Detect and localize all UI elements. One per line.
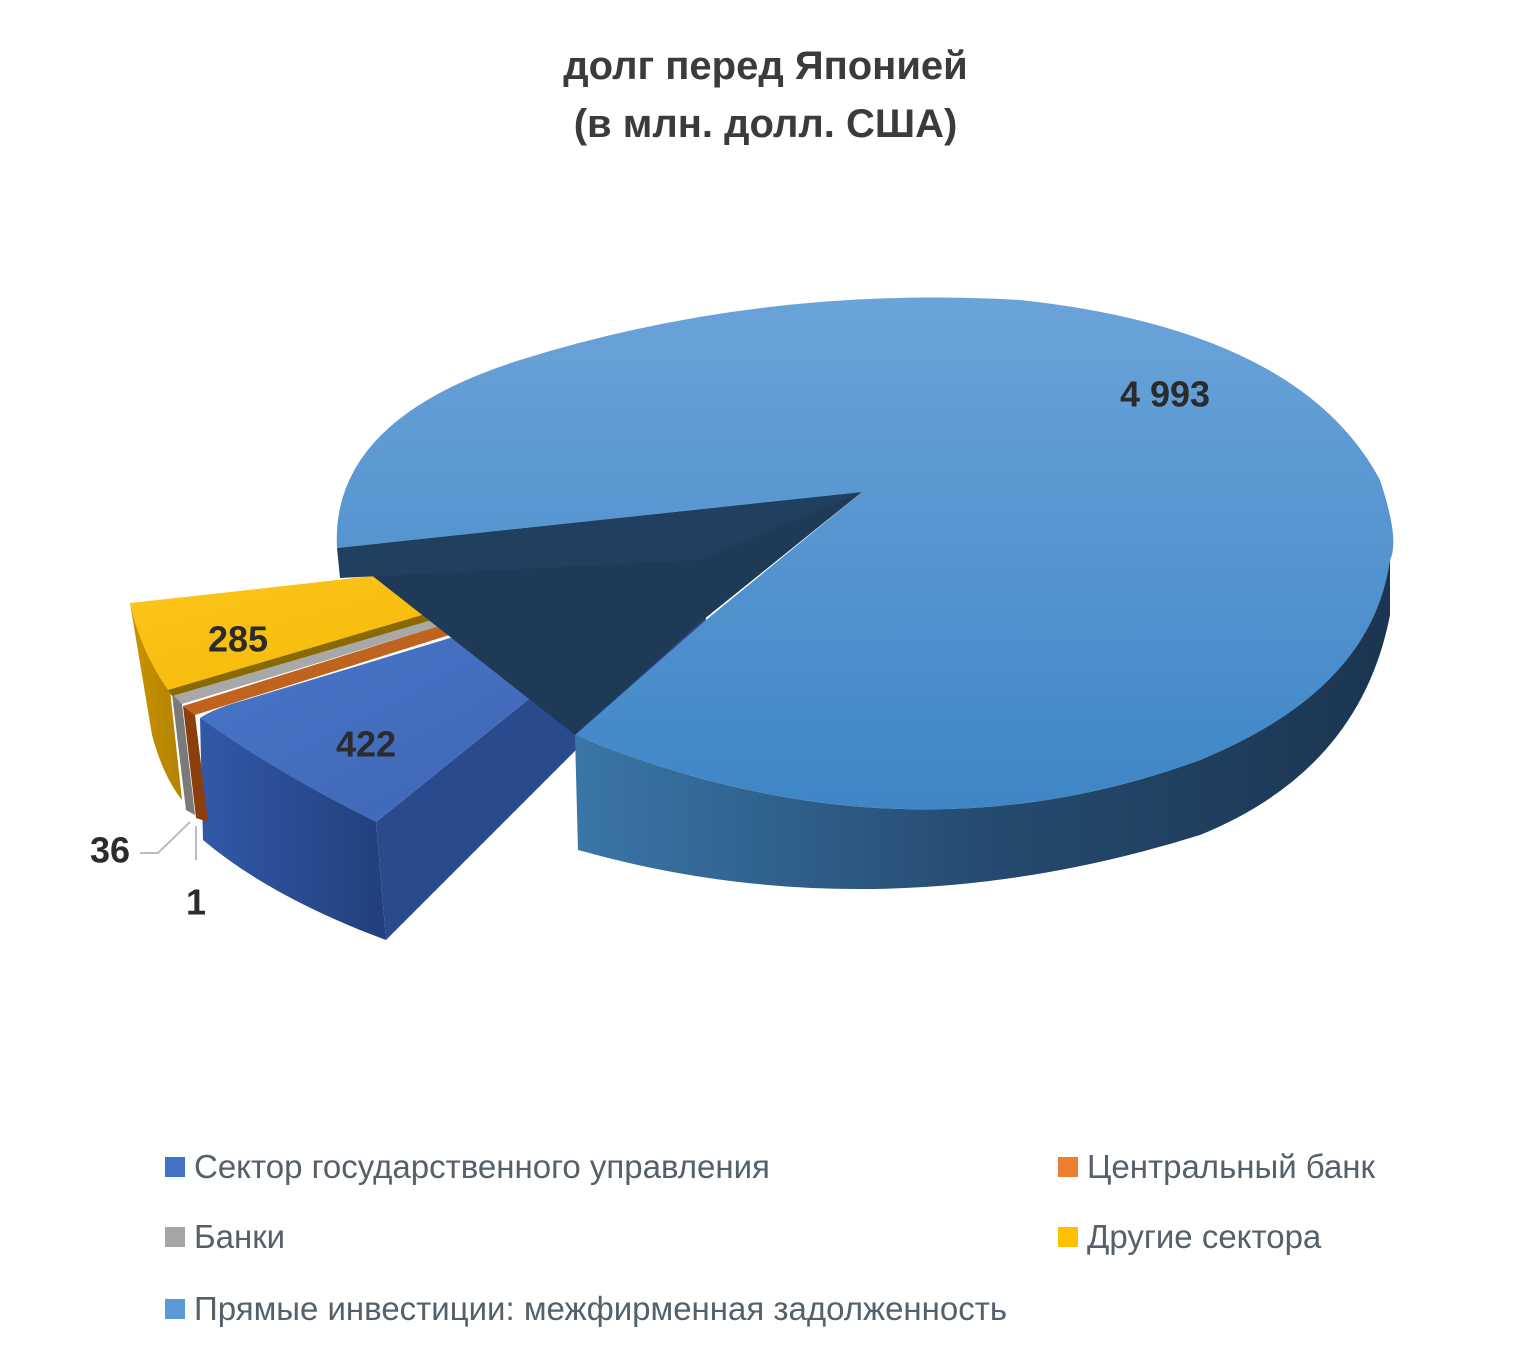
legend-label-central-bank: Центральный банк bbox=[1087, 1148, 1375, 1185]
legend-swatch-central-bank bbox=[1058, 1157, 1078, 1177]
data-label-government: 422 bbox=[336, 724, 396, 765]
chart-title: долг перед Японией bbox=[563, 44, 968, 88]
data-label-banks: 36 bbox=[90, 830, 130, 871]
data-label-other-sectors: 285 bbox=[208, 619, 268, 660]
legend-swatch-banks bbox=[165, 1227, 185, 1247]
legend-swatch-direct-investment bbox=[165, 1299, 185, 1319]
leader-lines bbox=[140, 821, 197, 860]
chart-subtitle: (в млн. долл. США) bbox=[573, 102, 958, 146]
legend-item-direct-investment: Прямые инвестиции: межфирменная задолжен… bbox=[165, 1290, 1007, 1328]
legend-label-direct-investment: Прямые инвестиции: межфирменная задолжен… bbox=[194, 1290, 1008, 1327]
legend-label-other-sectors: Другие сектора bbox=[1087, 1218, 1322, 1255]
data-label-direct-investment: 4 993 bbox=[1120, 374, 1210, 415]
data-label-central-bank: 1 bbox=[186, 882, 206, 923]
leader-line-banks bbox=[140, 821, 191, 854]
legend-item-central-bank: Центральный банк bbox=[1058, 1148, 1375, 1186]
legend-label-banks: Банки bbox=[194, 1218, 286, 1255]
legend-item-banks: Банки bbox=[165, 1218, 285, 1256]
legend-item-other-sectors: Другие сектора bbox=[1058, 1218, 1321, 1256]
legend-swatch-government bbox=[165, 1157, 185, 1177]
legend-label-government: Сектор государственного управления bbox=[194, 1148, 770, 1185]
legend-swatch-other-sectors bbox=[1058, 1227, 1078, 1247]
pie-slice-direct-investment bbox=[336, 297, 1394, 890]
legend-item-government: Сектор государственного управления bbox=[165, 1148, 770, 1186]
